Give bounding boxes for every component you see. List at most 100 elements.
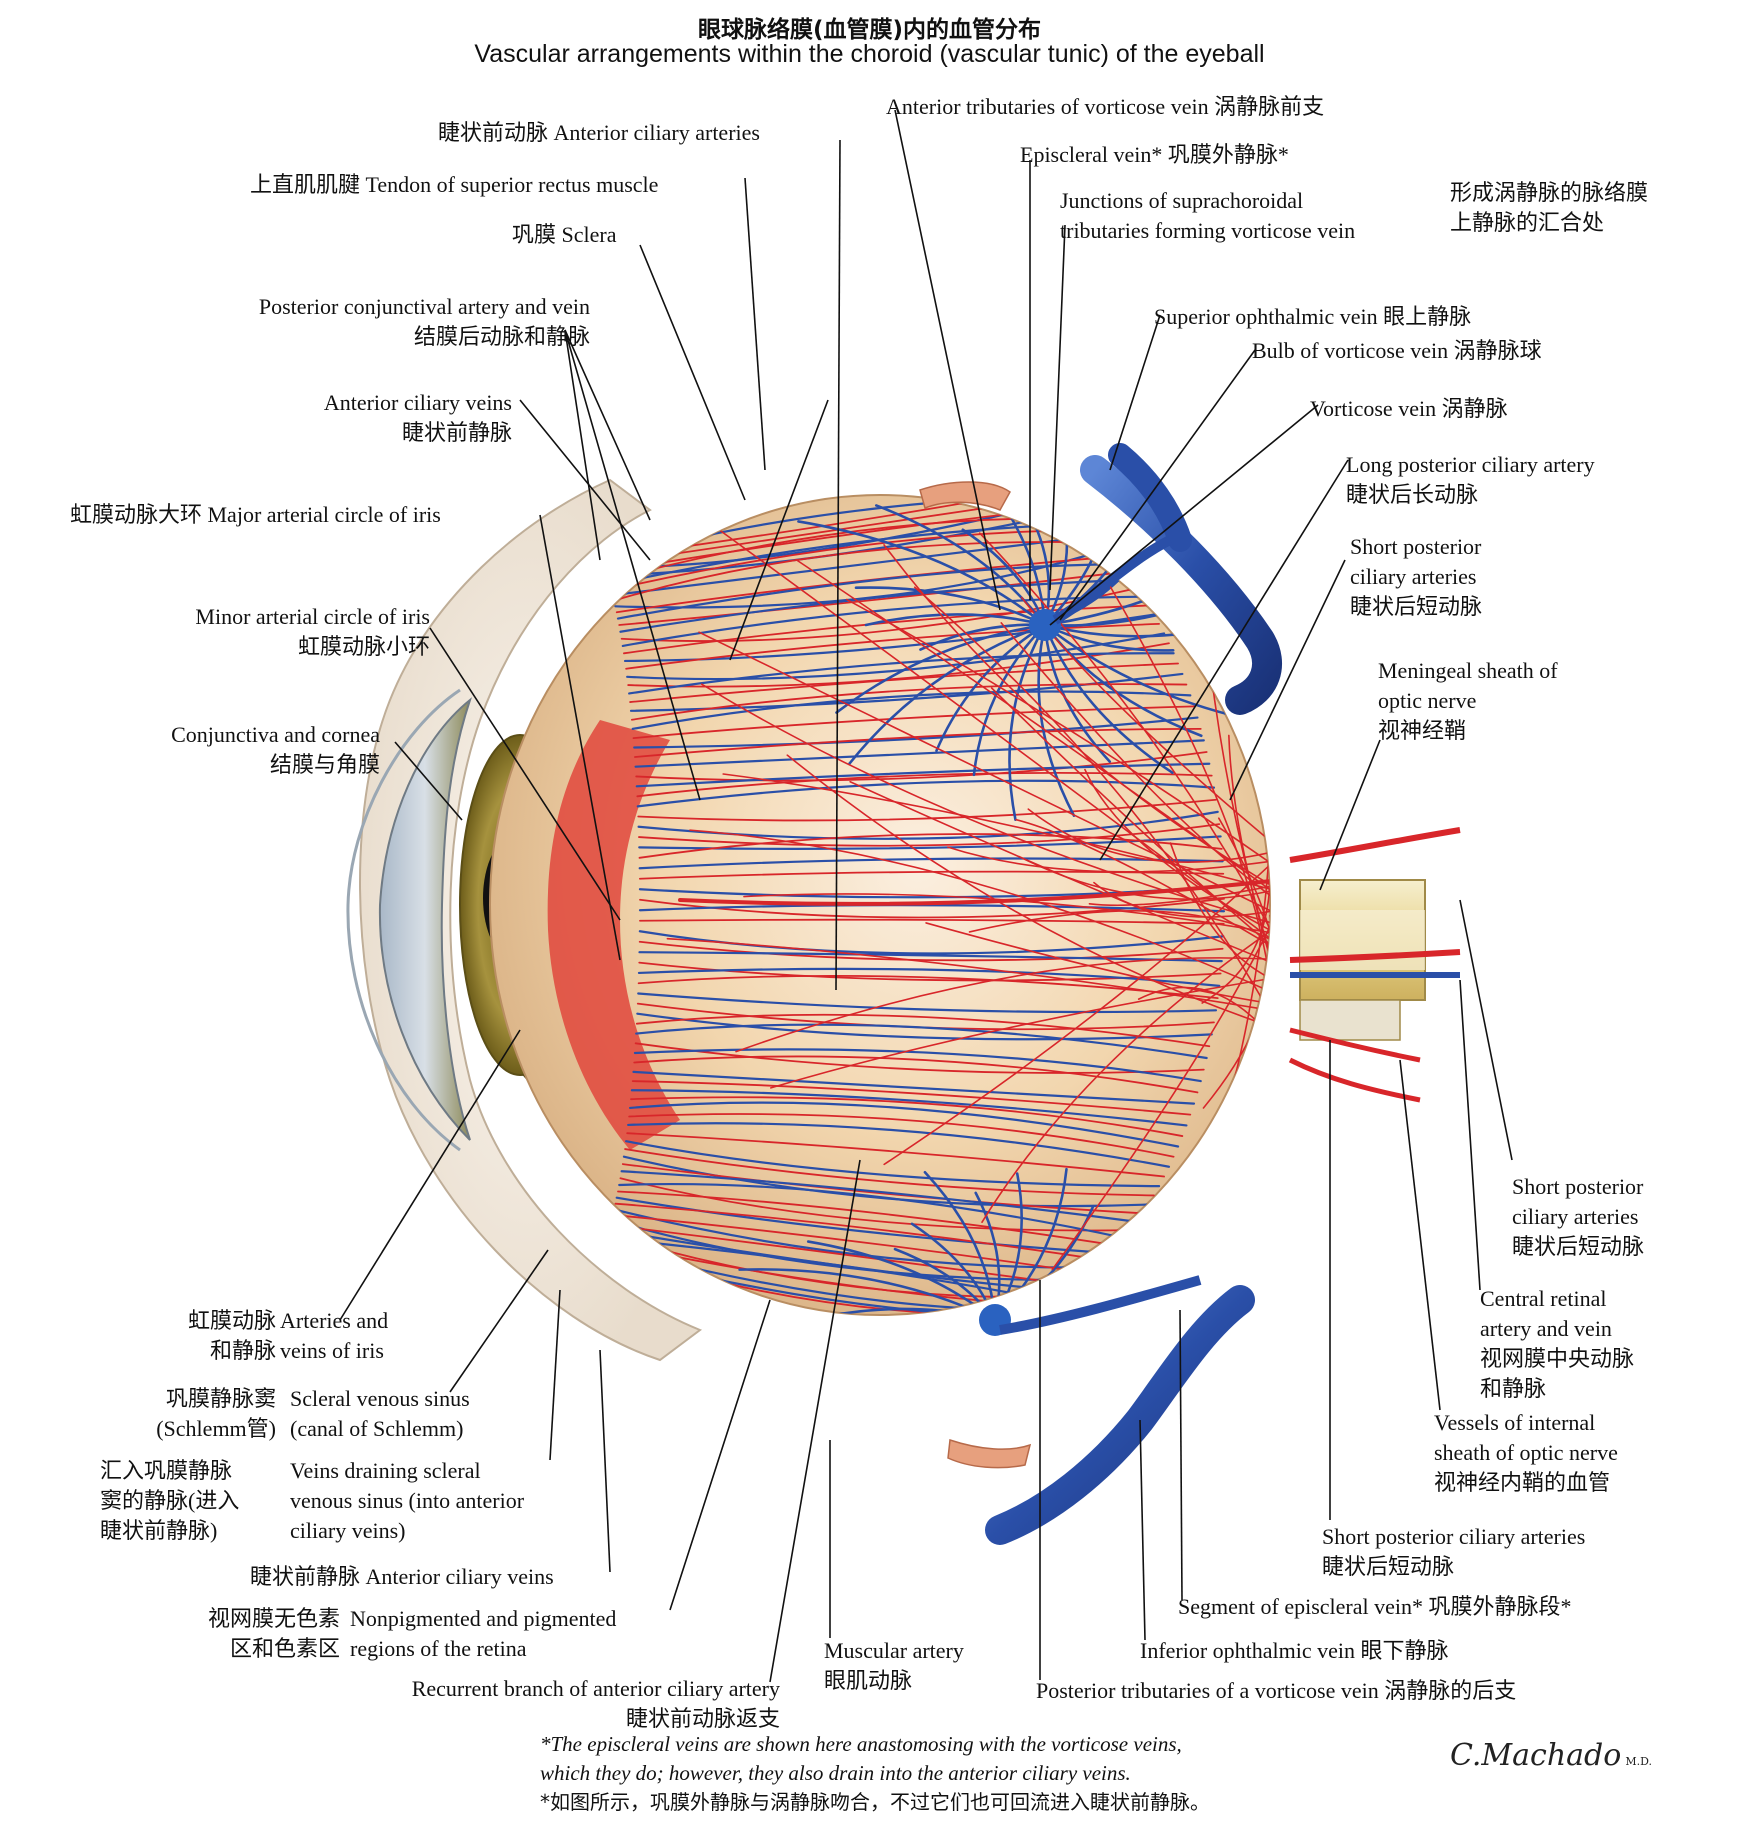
- footnote-cn: *如图所示，巩膜外静脉与涡静脉吻合，不过它们也可回流进入睫状前静脉。: [540, 1790, 1210, 1814]
- label-internal-sheath-vessels-en-1: Vessels of internal: [1434, 1410, 1596, 1435]
- label-draining-veins-en-2: venous sinus (into anterior: [290, 1488, 525, 1513]
- label-meningeal-sheath-en-1: Meningeal sheath of: [1378, 658, 1558, 683]
- leader-line: [1459, 899, 1513, 1161]
- label-retina-regions-cn-2: 区和色素区: [229, 1636, 340, 1661]
- label-short-posterior-ciliary-bottom-en: Short posterior ciliary arteries: [1322, 1524, 1586, 1549]
- leader-line: [519, 399, 651, 561]
- leader-line: [1229, 559, 1346, 801]
- superior-rectus-tendon: [919, 481, 1011, 511]
- leader-line: [1459, 979, 1481, 1291]
- label-anterior-ciliary-arteries: 睫状前动脉 Anterior ciliary arteries: [438, 120, 760, 145]
- label-draining-veins-cn-3: 睫状前静脉): [100, 1518, 218, 1543]
- leader-line: [599, 1349, 611, 1573]
- inferior-ophthalmic-vein: [985, 1285, 1255, 1545]
- label-recurrent-branch: Recurrent branch of anterior ciliary art…: [290, 1674, 780, 1734]
- label-iris-vessels-cn-2: 和静脉: [209, 1338, 276, 1363]
- leader-line: [394, 741, 463, 821]
- label-internal-sheath-vessels-en-2: sheath of optic nerve: [1434, 1440, 1618, 1465]
- label-junctions-cn: 形成涡静脉的脉络膜 上静脉的汇合处: [1450, 178, 1648, 238]
- label-retina-regions-en-2: regions of the retina: [350, 1636, 527, 1661]
- label-iris-vessels-cn: 虹膜动脉 和静脉: [150, 1306, 276, 1366]
- label-schlemm-en-1: Scleral venous sinus: [290, 1386, 470, 1411]
- label-long-posterior-ciliary-artery-cn: 睫状后长动脉: [1346, 482, 1479, 507]
- optic-nerve-lower-band: [1299, 999, 1401, 1041]
- label-anterior-ciliary-veins-top-cn: 睫状前静脉: [401, 420, 512, 445]
- label-minor-arterial-circle: Minor arterial circle of iris 虹膜动脉小环: [100, 602, 430, 662]
- label-internal-sheath-vessels: Vessels of internal sheath of optic nerv…: [1434, 1408, 1618, 1498]
- label-iris-vessels-en-2: veins of iris: [280, 1338, 384, 1363]
- leader-line: [564, 329, 651, 521]
- leader-line: [429, 627, 621, 921]
- leader-line: [564, 329, 701, 801]
- label-short-posterior-ciliary-right-cn: 睫状后短动脉: [1512, 1234, 1645, 1259]
- leader-line: [1139, 1419, 1146, 1641]
- label-draining-veins-en-1: Veins draining scleral: [290, 1458, 481, 1483]
- leader-line: [894, 109, 1001, 611]
- label-major-arterial-circle: 虹膜动脉大环 Major arterial circle of iris: [70, 502, 441, 527]
- label-short-posterior-ciliary-upper-cn: 睫状后短动脉: [1350, 594, 1483, 619]
- label-draining-veins-en-3: ciliary veins): [290, 1518, 406, 1543]
- label-short-posterior-ciliary-upper-en-1: Short posterior: [1350, 534, 1482, 559]
- label-tendon-superior-rectus: 上直肌肌腱 Tendon of superior rectus muscle: [250, 172, 659, 197]
- label-anterior-tributaries-vorticose: Anterior tributaries of vorticose vein 涡…: [886, 94, 1325, 119]
- leader-line: [1059, 349, 1256, 621]
- leader-line: [1179, 1309, 1183, 1601]
- label-internal-sheath-vessels-cn: 视神经内鞘的血管: [1434, 1470, 1611, 1495]
- label-meningeal-sheath: Meningeal sheath of optic nerve 视神经鞘: [1378, 656, 1558, 746]
- leader-line: [1099, 459, 1349, 861]
- leader-line: [729, 399, 829, 661]
- label-central-retinal-en-2: artery and vein: [1480, 1316, 1612, 1341]
- leader-line: [449, 1249, 549, 1393]
- label-anterior-ciliary-veins-top: Anterior ciliary veins 睫状前静脉: [200, 388, 512, 448]
- label-posterior-conjunctival: Posterior conjunctival artery and vein 结…: [150, 292, 590, 352]
- label-draining-veins-cn: 汇入巩膜静脉 窦的静脉(进入 睫状前静脉): [100, 1456, 239, 1546]
- label-bulb-vorticose-vein: Bulb of vorticose vein 涡静脉球: [1252, 338, 1542, 363]
- label-junctions-en-2: tributaries forming vorticose vein: [1060, 218, 1356, 243]
- vorticose-vein-bulb-upper: [1029, 609, 1061, 641]
- leader-line: [539, 514, 621, 961]
- label-central-retinal: Central retinal artery and vein 视网膜中央动脉 …: [1480, 1284, 1634, 1404]
- label-retina-regions-cn: 视网膜无色素 区和色素区: [150, 1604, 340, 1664]
- leader-line: [669, 1299, 771, 1611]
- label-central-retinal-en-1: Central retinal: [1480, 1286, 1607, 1311]
- label-minor-arterial-circle-en: Minor arterial circle of iris: [195, 604, 430, 629]
- label-muscular-artery-cn: 眼肌动脉: [824, 1668, 913, 1693]
- label-short-posterior-ciliary-upper: Short posterior ciliary arteries 睫状后短动脉: [1350, 532, 1482, 622]
- label-vorticose-vein: Vorticose vein 涡静脉: [1310, 396, 1508, 421]
- label-schlemm-cn-2: (Schlemm管): [156, 1416, 276, 1441]
- label-draining-veins-cn-2: 窦的静脉(进入: [100, 1488, 240, 1513]
- leader-line: [835, 139, 841, 991]
- label-draining-veins-cn-1: 汇入巩膜静脉: [100, 1458, 233, 1483]
- label-anterior-ciliary-veins-top-en: Anterior ciliary veins: [323, 390, 512, 415]
- leader-line: [549, 1289, 561, 1461]
- optic-nerve-vessels: [1288, 827, 1461, 1103]
- leader-line: [339, 1029, 521, 1321]
- label-short-posterior-ciliary-right-en-2: ciliary arteries: [1512, 1204, 1639, 1229]
- superior-ophthalmic-vein: [1080, 455, 1282, 715]
- cornea-outer: [346, 688, 461, 1152]
- label-episcleral-vein: Episcleral vein* 巩膜外静脉*: [1020, 142, 1289, 167]
- label-junctions-en-1: Junctions of suprachoroidal: [1060, 188, 1304, 213]
- figure-title-chinese: 眼球脉络膜(血管膜)内的血管分布: [697, 17, 1042, 43]
- label-long-posterior-ciliary-artery-en: Long posterior ciliary artery: [1346, 452, 1595, 477]
- label-short-posterior-ciliary-right-en-1: Short posterior: [1512, 1174, 1644, 1199]
- label-anterior-ciliary-veins-bottom: 睫状前静脉 Anterior ciliary veins: [250, 1564, 554, 1589]
- artist-signature-name: C.Machado: [1450, 1738, 1622, 1773]
- label-central-retinal-cn-1: 视网膜中央动脉: [1480, 1346, 1635, 1371]
- superior-ophthalmic-vein-upper: [1108, 443, 1192, 552]
- label-muscular-artery-en: Muscular artery: [824, 1638, 964, 1663]
- label-retina-regions-en: Nonpigmented and pigmented regions of th…: [350, 1604, 616, 1664]
- label-retina-regions-cn-1: 视网膜无色素: [207, 1606, 340, 1631]
- label-short-posterior-ciliary-bottom: Short posterior ciliary arteries 睫状后短动脉: [1322, 1522, 1585, 1582]
- label-superior-ophthalmic-vein: Superior ophthalmic vein 眼上静脉: [1154, 304, 1472, 329]
- label-short-posterior-ciliary-upper-en-2: ciliary arteries: [1350, 564, 1477, 589]
- leader-line: [564, 329, 601, 561]
- label-muscular-artery: Muscular artery 眼肌动脉: [824, 1636, 964, 1696]
- label-schlemm-en-2: (canal of Schlemm): [290, 1416, 464, 1441]
- leader-line: [639, 244, 746, 501]
- label-recurrent-branch-en: Recurrent branch of anterior ciliary art…: [411, 1676, 780, 1701]
- leader-line: [1049, 224, 1066, 591]
- leader-line: [1049, 404, 1319, 626]
- label-sclera: 巩膜 Sclera: [512, 222, 617, 247]
- label-posterior-conjunctival-cn: 结膜后动脉和静脉: [413, 324, 590, 349]
